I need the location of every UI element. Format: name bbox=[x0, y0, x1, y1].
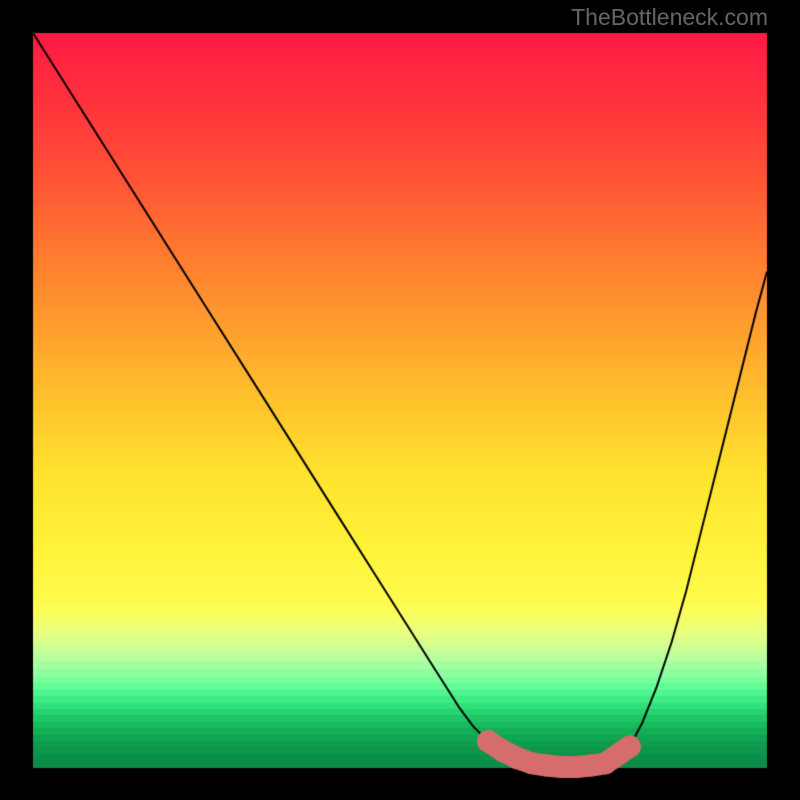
gradient-background bbox=[0, 0, 800, 800]
chart-container: TheBottleneck.com bbox=[0, 0, 800, 800]
watermark-text: TheBottleneck.com bbox=[571, 4, 768, 31]
